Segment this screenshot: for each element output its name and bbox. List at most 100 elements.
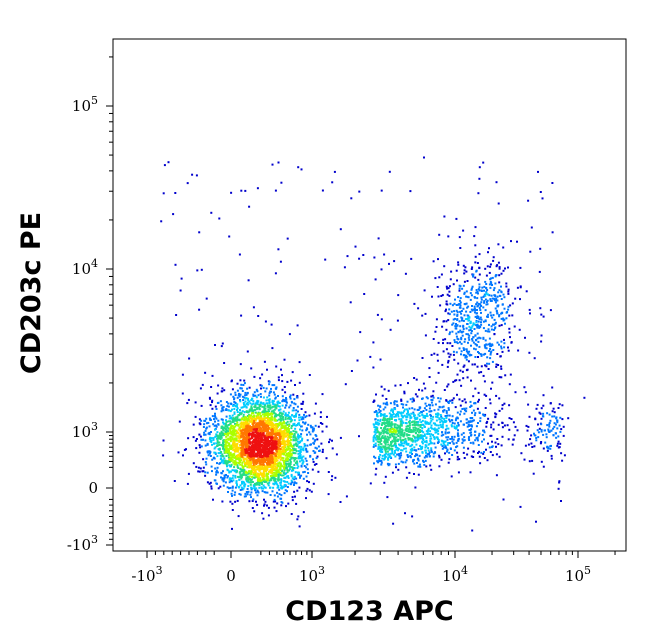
data-point	[484, 280, 487, 283]
data-point	[478, 177, 481, 180]
data-point	[237, 458, 240, 461]
data-point	[394, 423, 397, 426]
data-point	[378, 456, 381, 458]
data-point	[480, 301, 483, 304]
data-point	[551, 415, 554, 418]
data-point	[230, 459, 233, 462]
data-point	[444, 338, 447, 341]
data-point	[268, 380, 271, 383]
data-point	[508, 327, 511, 330]
data-point	[280, 478, 283, 481]
data-point	[230, 456, 233, 459]
data-point	[491, 381, 494, 384]
data-point	[298, 525, 301, 528]
data-point	[238, 253, 241, 256]
data-point	[465, 302, 468, 305]
data-point	[327, 471, 330, 473]
data-point	[387, 456, 390, 459]
data-point	[290, 479, 293, 482]
data-point	[302, 477, 305, 480]
data-point	[379, 438, 382, 441]
data-point	[383, 457, 386, 460]
data-point	[294, 403, 297, 406]
data-point	[231, 489, 234, 492]
data-point	[468, 329, 471, 332]
data-point	[475, 344, 478, 346]
data-point	[445, 410, 448, 413]
data-point	[540, 441, 543, 443]
data-point	[262, 418, 264, 421]
data-point	[393, 449, 396, 452]
data-point	[474, 387, 477, 390]
data-point	[294, 457, 296, 459]
data-point	[247, 279, 250, 282]
data-point	[253, 466, 256, 469]
data-point	[383, 253, 386, 256]
data-point	[244, 394, 247, 397]
data-point	[455, 351, 458, 354]
data-point	[559, 430, 562, 433]
data-point	[303, 443, 306, 445]
data-point	[537, 170, 539, 173]
data-point	[345, 495, 348, 498]
data-point	[501, 435, 504, 438]
data-point	[281, 417, 284, 420]
data-point	[291, 481, 294, 483]
data-point	[484, 339, 487, 342]
data-point	[375, 438, 378, 441]
data-point	[227, 427, 230, 430]
data-point	[511, 302, 514, 305]
data-point	[394, 463, 397, 466]
data-point	[280, 451, 283, 453]
data-point	[292, 469, 295, 472]
data-point	[242, 445, 245, 448]
data-point	[471, 339, 474, 342]
data-point	[436, 413, 439, 416]
data-point	[256, 494, 259, 497]
data-point	[478, 307, 481, 309]
data-point	[369, 355, 372, 358]
data-point	[284, 417, 287, 420]
data-point	[375, 467, 378, 470]
data-point	[492, 349, 495, 351]
data-point	[466, 351, 469, 354]
data-point	[489, 263, 492, 266]
data-point	[509, 304, 512, 307]
data-point	[486, 356, 489, 359]
data-point	[265, 434, 268, 437]
data-point	[471, 305, 473, 307]
data-point	[278, 449, 281, 452]
data-point	[270, 432, 273, 435]
data-point	[442, 342, 444, 345]
data-point	[403, 390, 406, 393]
data-point	[273, 476, 276, 479]
data-point	[456, 411, 459, 414]
data-point	[465, 418, 468, 421]
data-point	[215, 433, 218, 436]
data-point	[448, 355, 451, 358]
data-point	[235, 469, 237, 472]
data-point	[555, 436, 558, 439]
data-point	[462, 330, 465, 333]
data-point	[269, 390, 272, 393]
data-point	[254, 404, 257, 407]
data-point	[394, 445, 397, 448]
data-point	[481, 286, 484, 289]
data-point	[446, 448, 449, 451]
data-point	[501, 404, 504, 407]
data-point	[287, 438, 289, 441]
data-point	[279, 408, 282, 411]
data-point	[391, 439, 394, 442]
data-point	[405, 459, 408, 462]
data-point	[301, 416, 304, 419]
data-point	[560, 452, 563, 455]
data-point	[374, 444, 377, 447]
data-point	[295, 431, 298, 434]
data-point	[263, 472, 265, 475]
data-point	[279, 458, 282, 461]
data-point	[278, 493, 281, 496]
data-point	[548, 422, 551, 424]
data-point	[429, 435, 432, 438]
data-point	[226, 465, 228, 468]
data-point	[270, 461, 273, 464]
